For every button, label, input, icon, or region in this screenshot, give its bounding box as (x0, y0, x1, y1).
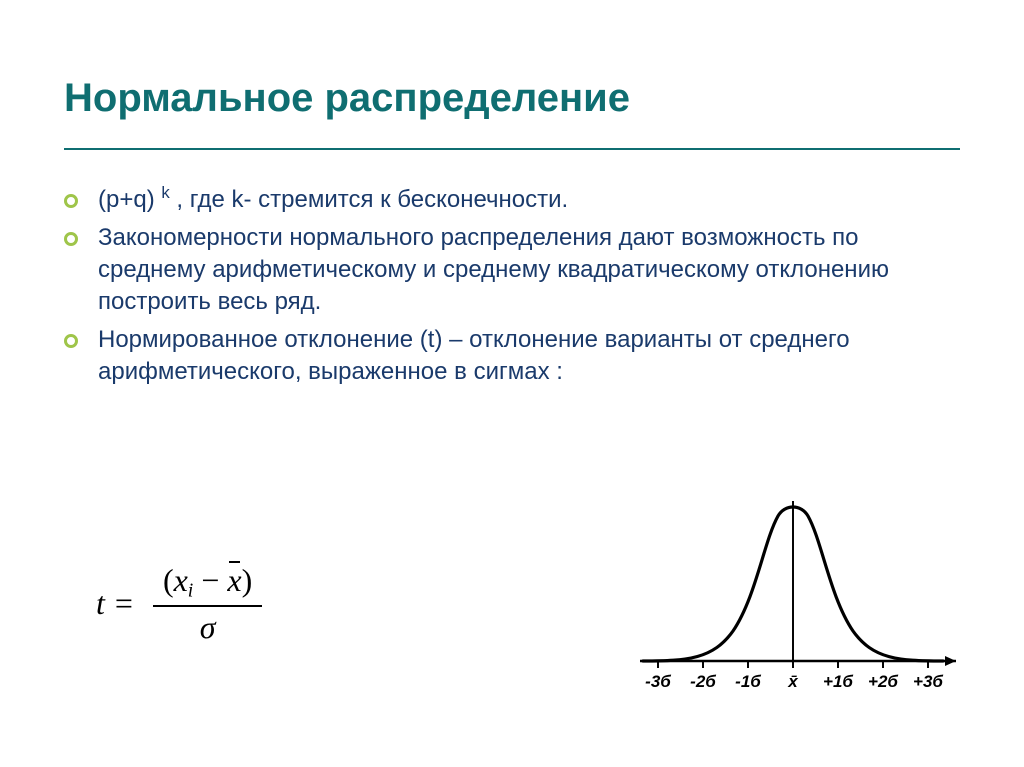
bullet-icon (64, 232, 78, 246)
axis-tick-label: x̄ (787, 672, 799, 691)
bullet-icon (64, 194, 78, 208)
page-title: Нормальное распределение (64, 75, 960, 121)
formula-denominator: σ (190, 607, 226, 648)
bullet-item: (p+q) k , где k- стремится к бесконечнос… (64, 184, 960, 216)
minus-sign: − (193, 562, 227, 598)
formula-numerator: (xi − x) (153, 560, 262, 605)
var-xbar: x (227, 562, 241, 599)
paren-close: ) (242, 562, 253, 598)
axis-tick-label: +2б (868, 672, 898, 691)
bullet-text: Нормированное отклонение (t) – отклонени… (98, 326, 850, 385)
bullet-text: Закономерности нормального распределения… (98, 224, 889, 315)
axis-tick-label: -2б (690, 672, 716, 691)
axis-tick-label: -3б (645, 672, 671, 691)
title-underline (64, 148, 960, 150)
axis-tick-label: +1б (823, 672, 853, 691)
axis-tick-label: +3б (913, 672, 943, 691)
var-sigma: σ (200, 609, 216, 645)
bullet-icon (64, 334, 78, 348)
paren-open: ( (163, 562, 174, 598)
formula-fraction: (xi − x) σ (153, 560, 262, 648)
bullet-item: Нормированное отклонение (t) – отклонени… (64, 324, 960, 388)
formula-lhs: t (96, 585, 105, 622)
slide: Нормальное распределение (p+q) k , где k… (0, 0, 1024, 767)
axis-tick-label: -1б (735, 672, 761, 691)
normal-curve-chart: -3б -2б -1б x̄ +1б +2б +3б (628, 481, 968, 711)
bullet-text: (p+q) k , где k- стремится к бесконечнос… (98, 186, 568, 213)
formula: t = (xi − x) σ (96, 560, 262, 648)
var-x: x (174, 562, 188, 598)
formula-equals: = (115, 585, 133, 622)
bullet-item: Закономерности нормального распределения… (64, 222, 960, 318)
bullet-list: (p+q) k , где k- стремится к бесконечнос… (64, 184, 960, 389)
